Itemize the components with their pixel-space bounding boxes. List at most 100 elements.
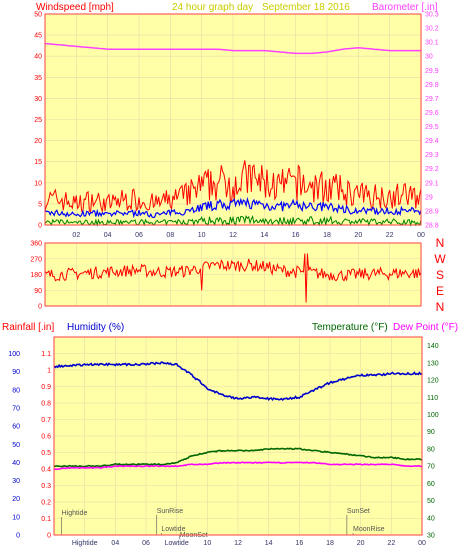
windspeed-tick-label: 20 — [34, 138, 42, 145]
windspeed-tick-label: 0 — [38, 223, 42, 230]
barometer-tick-label: 29.3 — [425, 152, 439, 159]
compass-label: N — [436, 300, 445, 314]
direction-tick-label: 360 — [30, 241, 42, 248]
x-tick-label: 22 — [386, 232, 394, 239]
humidity-tick-label: 20 — [12, 496, 20, 503]
direction-tick-label: 0 — [38, 304, 42, 311]
rainfall-tick-label: 0.4 — [41, 467, 51, 474]
temperature-tick-label: 50 — [427, 498, 435, 505]
barometer-tick-label: 28.9 — [425, 208, 439, 215]
barometer-tick-label: 29.2 — [425, 166, 439, 173]
windspeed-tick-label: 50 — [34, 12, 42, 19]
compass-label: N — [436, 236, 445, 250]
barometer-line — [44, 42, 421, 55]
x-tick-label: 10 — [198, 232, 206, 239]
x-tick-label: 14 — [265, 540, 273, 547]
x-tick-label: 18 — [326, 540, 334, 547]
temperature-tick-label: 80 — [427, 446, 435, 453]
chart-title: 24 hour graph day — [172, 2, 253, 13]
temperature-line — [54, 447, 423, 468]
rainfall-tick-label: 0.8 — [41, 401, 51, 408]
temperature-tick-label: 70 — [427, 464, 435, 471]
barometer-tick-label: 29 — [425, 194, 433, 201]
windspeed-tick-label: 40 — [34, 54, 42, 61]
wind-panel: 0 5 10 15 20 25 30 35 40 45 50 28.8 28.9 29 29.1 29.2 2… — [34, 12, 439, 240]
x-tick-label: 14 — [260, 232, 268, 239]
barometer-tick-label: 29.8 — [425, 82, 439, 89]
rainfall-tick-label: 0.1 — [41, 516, 51, 523]
windspeed-tick-label: 10 — [34, 180, 42, 187]
event-label: MoonRise — [353, 526, 385, 533]
windspeed-line — [44, 160, 422, 212]
x-tick-label: 22 — [387, 540, 395, 547]
barometer-tick-label: 30.3 — [425, 12, 439, 19]
windspeed-axis-label: Windspeed [mph] — [36, 2, 114, 13]
temperature-tick-label: 30 — [427, 533, 435, 540]
event-label: SunSet — [347, 508, 370, 515]
direction-tick-label: 270 — [30, 256, 42, 263]
temperature-tick-label: 130 — [427, 360, 439, 367]
rainfall-tick-label: 0 — [47, 533, 51, 540]
x-tick-label: 08 — [166, 232, 174, 239]
humidity-tick-label: 80 — [12, 387, 20, 394]
x-tick-label: 16 — [295, 540, 303, 547]
rain-humidity-panel: Hightide SunRiseLowtideMoonSetSunSetMoonR… — [8, 336, 439, 547]
temperature-tick-label: 140 — [427, 343, 439, 350]
humidity-tick-label: 60 — [12, 424, 20, 431]
humidity-tick-label: 90 — [12, 369, 20, 376]
compass-label: E — [436, 284, 444, 298]
humidity-line — [53, 361, 423, 401]
barometer-tick-label: 30.2 — [425, 26, 439, 33]
windspeed-tick-label: 30 — [34, 96, 42, 103]
humidity-tick-label: 0 — [16, 533, 20, 540]
temperature-tick-label: 60 — [427, 481, 435, 488]
rainfall-tick-label: 1 — [47, 368, 51, 375]
rainfall-tick-label: 0.5 — [41, 450, 51, 457]
x-tick-label: 06 — [142, 540, 150, 547]
x-tick-label: 20 — [357, 540, 365, 547]
humidity-tick-label: 40 — [12, 460, 20, 467]
event-label: Hightide — [62, 510, 88, 517]
barometer-tick-label: 29.6 — [425, 110, 439, 117]
x-tick-label: 20 — [354, 232, 362, 239]
barometer-tick-label: 29.9 — [425, 68, 439, 75]
barometer-tick-label: 29.1 — [425, 180, 439, 187]
humidity-tick-label: 70 — [12, 405, 20, 412]
direction-tick-label: 90 — [34, 288, 42, 295]
windspeed-tick-label: 15 — [34, 159, 42, 166]
wind-average-line — [44, 196, 422, 219]
humidity-tick-label: 10 — [12, 514, 20, 521]
barometer-tick-label: 29.7 — [425, 96, 439, 103]
temperature-tick-label: 120 — [427, 378, 439, 385]
x-tick-label: 12 — [229, 232, 237, 239]
humidity-tick-label: 30 — [12, 478, 20, 485]
x-tick-label: 04 — [111, 540, 119, 547]
x-tick-label: Hightide — [72, 540, 98, 547]
wind-low-line — [44, 214, 422, 227]
x-tick-label: 00 — [418, 540, 426, 547]
direction-tick-label: 180 — [30, 272, 42, 279]
windspeed-tick-label: 5 — [38, 201, 42, 208]
x-tick-label: 04 — [104, 232, 112, 239]
barometer-tick-label: 29.5 — [425, 124, 439, 131]
x-tick-label: 10 — [203, 540, 211, 547]
humidity-axis-label: Humidity (%) — [67, 322, 124, 333]
windspeed-tick-label: 35 — [34, 75, 42, 82]
temperature-tick-label: 40 — [427, 515, 435, 522]
wind-direction-line — [44, 253, 422, 303]
barometer-axis-label: Barometer [.in] — [372, 2, 438, 13]
dewpoint-line — [53, 461, 423, 471]
barometer-tick-label: 30.1 — [425, 40, 439, 47]
windspeed-tick-label: 45 — [34, 33, 42, 40]
rainfall-tick-label: 0.2 — [41, 500, 51, 507]
rainfall-tick-label: 1.1 — [41, 351, 51, 358]
windspeed-tick-label: 25 — [34, 117, 42, 124]
x-tick-label: 02 — [72, 232, 80, 239]
rainfall-tick-label: 0.7 — [41, 417, 51, 424]
humidity-tick-label: 50 — [12, 442, 20, 449]
event-label: SunRise — [157, 508, 184, 515]
rainfall-tick-label: 0.6 — [41, 434, 51, 441]
compass-label: W — [434, 252, 446, 266]
barometer-tick-label: 29.4 — [425, 138, 439, 145]
barometer-tick-label: 30 — [425, 54, 433, 61]
